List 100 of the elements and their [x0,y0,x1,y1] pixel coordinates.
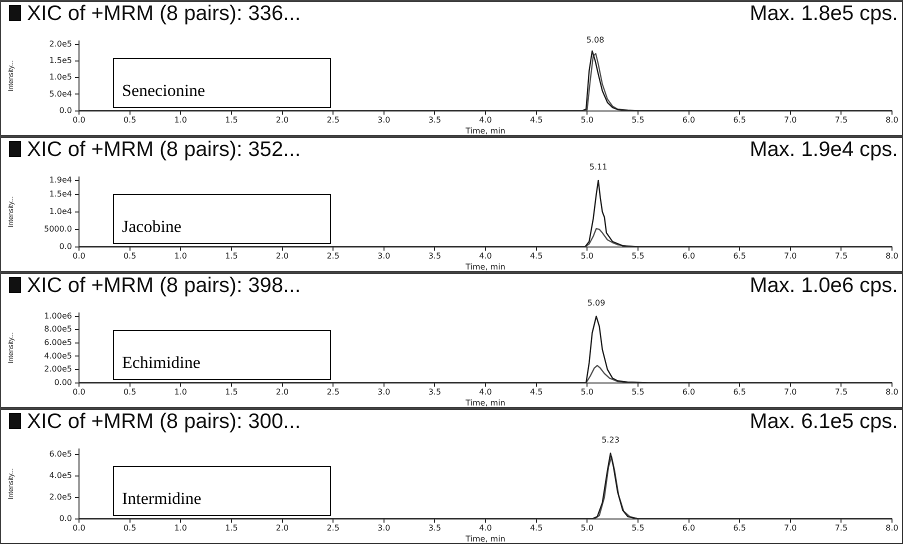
x-tick-label: 4.0 [479,524,492,533]
chart-subtitle: Max. 6.1e5 cps. [750,410,898,434]
x-tick-label: 7.0 [784,524,797,533]
x-tick-label: 0.5 [123,116,136,125]
x-tick-label: 2.5 [326,116,340,125]
y-tick-label: 0.00 [54,378,72,387]
chart-title: XIC of +MRM (8 pairs): 336... [27,2,301,25]
x-tick-label: 8.0 [886,116,898,125]
x-axis-title: Time, min [464,534,506,544]
x-tick-label: 4.0 [479,388,492,397]
x-tick-label: 1.0 [174,388,187,397]
x-tick-label: 7.0 [784,116,797,125]
x-tick-label: 7.0 [784,388,797,397]
chart-subtitle: Max. 1.0e6 cps. [750,274,898,298]
x-tick-label: 5.0 [580,252,594,261]
x-tick-label: 0.5 [123,388,136,397]
y-tick-label: 6.00e5 [44,338,72,347]
label-box: Echimidine [113,330,331,380]
y-tick-label: 2.0e5 [49,492,72,502]
y-tick-label: 8.00e5 [44,324,72,334]
chart-title: XIC of +MRM (8 pairs): 352... [27,138,301,161]
x-tick-label: 7.0 [784,252,797,261]
x-tick-label: 6.0 [682,524,696,533]
label-box: Senecionine [113,58,331,108]
x-tick-label: 4.5 [530,252,543,261]
x-tick-label: 7.5 [834,388,848,397]
x-tick-label: 5.5 [632,524,644,533]
x-tick-label: 3.5 [428,388,442,397]
x-tick-label: 1.0 [174,524,187,533]
x-tick-label: 0.5 [123,252,136,261]
x-tick-label: 5.5 [632,252,644,261]
label-box: Intermidine [113,466,331,516]
x-tick-label: 8.0 [886,388,898,397]
x-tick-label: 7.5 [834,252,848,261]
x-axis-title: Time, min [464,262,506,272]
x-tick-label: 4.0 [479,252,492,261]
x-tick-label: 2.0 [276,252,289,261]
x-tick-label: 0.0 [72,116,86,125]
y-tick-label: 2.0e5 [49,39,72,48]
x-tick-label: 3.5 [428,116,442,125]
x-tick-label: 5.5 [632,388,644,397]
x-tick-label: 0.0 [72,388,86,397]
annotation: 5.09 [587,298,606,308]
x-tick-label: 2.5 [326,524,340,533]
annotation: 5.08 [586,36,604,45]
y-tick-label: 1.0e5 [49,72,72,82]
x-axis-title: Time, min [464,398,506,408]
x-tick-label: 2.5 [326,252,340,261]
x-tick-label: 5.0 [580,388,594,397]
y-tick-label: 5.0e4 [49,89,72,98]
x-tick-label: 5.0 [580,524,594,533]
annotation: 5.11 [589,162,608,172]
x-tick-label: 1.0 [174,116,187,125]
x-tick-label: 6.5 [733,388,746,397]
x-tick-label: 2.5 [326,388,340,397]
x-tick-label: 6.5 [733,252,746,261]
x-tick-label: 3.5 [428,252,442,261]
x-tick-label: 2.0 [276,388,289,397]
x-tick-label: 2.0 [276,116,289,125]
annotation: 5.23 [602,435,620,444]
y-tick-label: 4.0e5 [49,470,72,480]
chart-title: XIC of +MRM (8 pairs): 398... [27,274,301,297]
y-tick-label: 0.0 [59,106,72,115]
chart-title: XIC of +MRM (8 pairs): 300... [27,410,301,433]
x-tick-label: 3.0 [378,116,390,125]
y-tick-label: 1.5e4 [49,190,72,199]
x-tick-label: 1.5 [225,116,238,125]
x-tick-label: 4.5 [530,388,543,397]
chart-subtitle: Max. 1.8e5 cps. [750,2,898,26]
x-tick-label: 1.0 [174,252,187,261]
x-tick-label: 8.0 [886,252,898,261]
y-tick-label: 1.00e6 [44,311,72,320]
x-tick-label: 5.0 [580,116,594,125]
x-tick-label: 6.0 [682,252,696,261]
x-tick-label: 4.5 [530,524,543,533]
x-tick-label: 3.0 [378,252,390,261]
x-tick-label: 6.0 [682,116,696,125]
x-tick-label: 0.0 [72,252,86,261]
x-tick-label: 6.0 [682,388,696,397]
y-tick-label: 2.00e5 [44,364,72,374]
x-tick-label: 3.5 [428,524,442,533]
x-tick-label: 2.0 [276,524,289,533]
x-tick-label: 1.5 [225,388,238,397]
y-tick-label: 5000.0 [44,224,72,234]
y-tick-label: 0.0 [59,514,72,523]
x-tick-label: 7.5 [834,116,848,125]
x-tick-label: 3.0 [378,524,390,533]
y-tick-label: 4.00e5 [44,351,72,360]
y-tick-label: 1.0e4 [49,206,72,216]
chart-subtitle: Max. 1.9e4 cps. [750,138,898,162]
x-tick-label: 3.0 [378,388,390,397]
x-tick-label: 0.5 [123,524,136,533]
y-tick-label: 1.5e5 [49,56,72,66]
x-tick-label: 6.5 [733,524,746,533]
x-tick-label: 4.5 [530,116,543,125]
x-tick-label: 0.0 [72,524,86,533]
x-tick-label: 4.0 [479,116,492,125]
x-tick-label: 1.5 [225,524,238,533]
x-axis-title: Time, min [464,126,506,136]
y-tick-label: 6.0e5 [49,449,72,458]
